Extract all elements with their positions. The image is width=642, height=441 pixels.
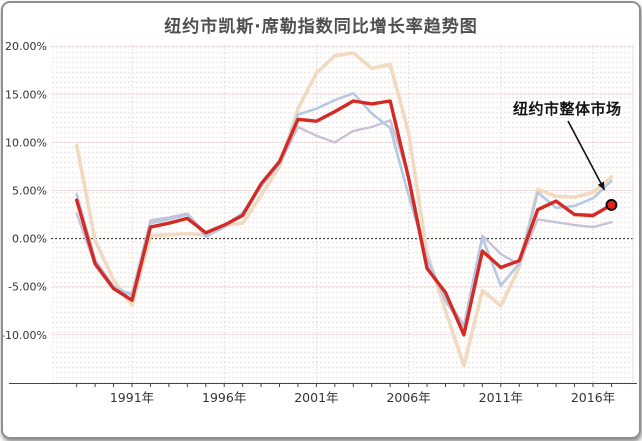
annotation-arrowhead bbox=[597, 181, 605, 190]
y-tick-label: 0.00% bbox=[12, 233, 47, 246]
x-tick-label: 2006年 bbox=[386, 390, 430, 405]
x-tick-label: 2001年 bbox=[294, 390, 338, 405]
y-tick-label: -10.00% bbox=[3, 329, 47, 342]
x-tick-label: 1996年 bbox=[202, 390, 246, 405]
series-annotation-label: 纽约市整体市场 bbox=[513, 100, 622, 118]
x-tick-label: 2016年 bbox=[571, 390, 615, 405]
annotation-arrow bbox=[567, 120, 606, 191]
y-tick-label: 10.00% bbox=[5, 136, 47, 149]
y-tick-label: 15.00% bbox=[5, 88, 47, 101]
chart-title: 纽约市凯斯·席勒指数同比增长率趋势图 bbox=[164, 17, 478, 37]
trend-chart: 20.00% 15.00% 10.00% 5.00% 0.00% -5.00% -10.00… bbox=[3, 40, 637, 405]
x-tick-label: 2011年 bbox=[479, 390, 523, 405]
series-line-overall bbox=[74, 99, 614, 337]
y-tick-label: 5.00% bbox=[12, 185, 47, 198]
x-tick-label: 1991年 bbox=[110, 390, 154, 405]
y-tick-label: -5.00% bbox=[8, 281, 47, 294]
y-tick-label: 20.00% bbox=[5, 40, 47, 53]
series-end-dot bbox=[605, 199, 618, 211]
